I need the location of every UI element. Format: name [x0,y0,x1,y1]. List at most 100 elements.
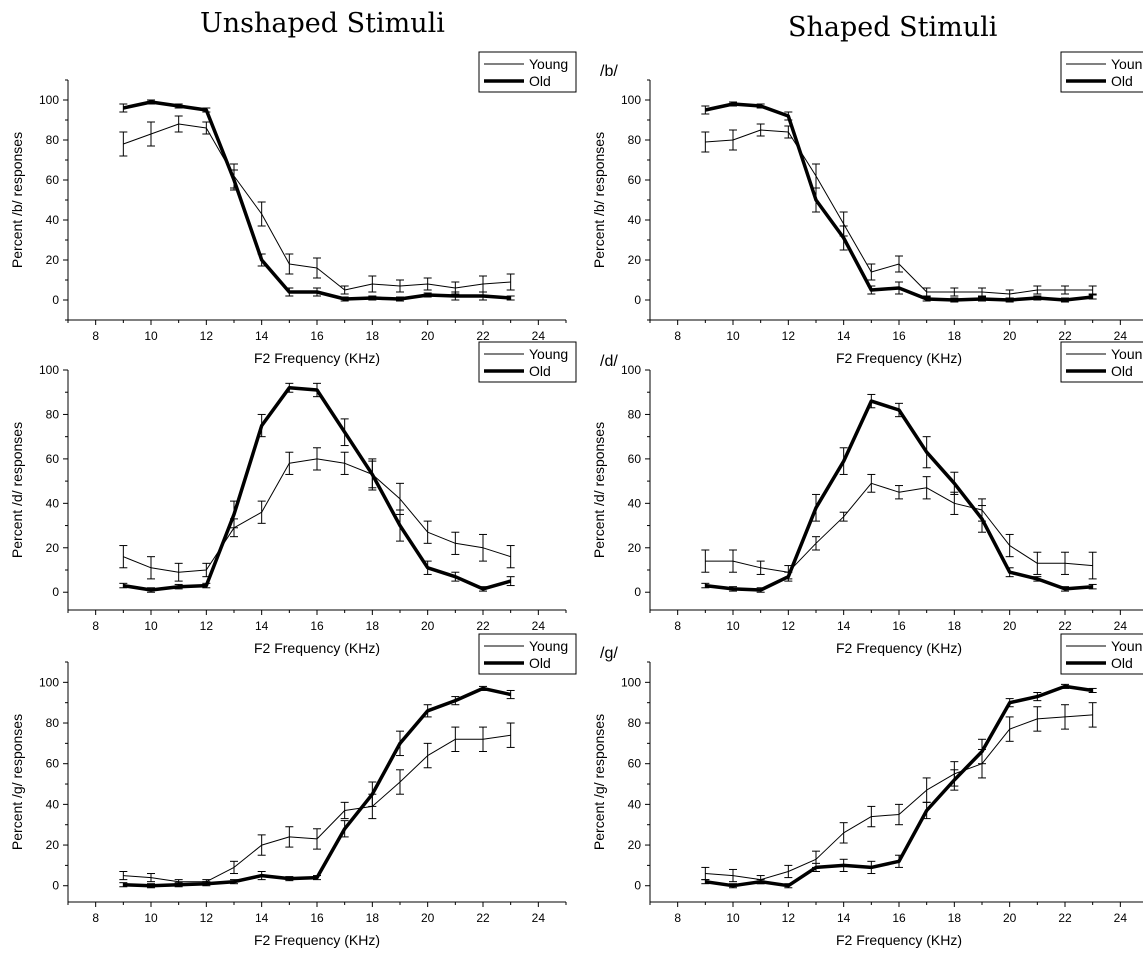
x-axis-title: F2 Frequency (KHz) [836,932,962,948]
y-axis-title: Percent /d/ responses [9,422,25,558]
x-tick-label: 20 [1003,911,1017,925]
x-axis-title: F2 Frequency (KHz) [254,640,380,656]
x-tick-label: 8 [92,329,99,343]
x-tick-label: 12 [200,619,214,633]
chart-panel-1: 8 10 12 14 16 18 20 22 24 0 20 40 60 80 100 F2 Frequenc… [9,341,577,656]
x-tick-label: 20 [421,911,435,925]
series-line-young [123,123,511,291]
x-tick-label: 22 [476,911,490,925]
x-tick-label: 22 [1058,911,1072,925]
y-tick-label: 40 [46,496,60,510]
y-tick-label: 80 [46,716,60,730]
x-tick-label: 24 [1114,329,1128,343]
series-line-old [123,686,512,888]
chart-panel-4: 8 10 12 14 16 18 20 22 24 0 20 40 60 80 100 F2 Frequenc… [591,341,1143,656]
x-axis-title: F2 Frequency (KHz) [254,350,380,366]
legend-label-young: Young [1111,638,1143,654]
series-line-young [705,482,1093,573]
y-tick-label: 100 [621,363,641,377]
series-line-old [123,386,512,592]
legend-label-old: Old [529,363,551,379]
series-old [119,382,515,593]
y-tick-label: 60 [628,173,642,187]
series-line-old [122,100,511,301]
x-tick-label: 12 [200,911,214,925]
x-tick-label: 22 [1058,329,1072,343]
y-tick-label: 40 [46,213,60,227]
series-young [701,123,1097,299]
x-tick-label: 14 [255,329,269,343]
y-tick-label: 0 [52,879,59,893]
series-old [701,393,1097,593]
x-tick-label: 10 [726,329,740,343]
x-tick-label: 10 [144,619,158,633]
y-tick-label: 0 [634,293,641,307]
legend-label-young: Young [529,56,568,72]
legend-label-young: Young [1111,56,1143,72]
series-old [701,683,1097,889]
series-old [119,685,515,889]
y-tick-label: 0 [634,879,641,893]
x-axis-title: F2 Frequency (KHz) [836,640,962,656]
series-line-young [705,714,1093,881]
x-tick-label: 14 [837,911,851,925]
y-tick-label: 20 [628,253,642,267]
chart-panel-2: 8 10 12 14 16 18 20 22 24 0 20 40 60 80 100 F2 Frequenc… [9,633,577,948]
x-tick-label: 10 [144,329,158,343]
series-young [119,722,515,885]
y-tick-label: 100 [39,93,59,107]
x-tick-label: 8 [92,911,99,925]
x-tick-label: 10 [726,911,740,925]
chart-panel-3: 8 10 12 14 16 18 20 22 24 0 20 40 60 80 100 F2 Frequenc… [591,51,1143,366]
x-tick-label: 20 [1003,619,1017,633]
series-line-young [123,734,511,883]
y-axis-title: Percent /b/ responses [9,132,25,268]
y-tick-label: 100 [39,363,59,377]
column-title-shaped: Shaped Stimuli [788,12,998,43]
x-tick-label: 8 [674,329,681,343]
column-title-unshaped: Unshaped Stimuli [200,8,445,39]
y-tick-label: 40 [628,213,642,227]
x-tick-label: 18 [366,911,380,925]
panel-label: /b/ [600,63,618,80]
x-tick-label: 22 [476,329,490,343]
legend-box [478,633,577,675]
x-tick-label: 18 [948,619,962,633]
y-tick-label: 100 [39,675,59,689]
x-tick-label: 16 [892,911,906,925]
x-tick-label: 18 [948,329,962,343]
legend-box [478,341,577,383]
x-tick-label: 24 [532,619,546,633]
legend-box [1060,633,1143,675]
y-tick-label: 0 [52,585,59,599]
series-young [701,702,1097,885]
legend-label-old: Old [1111,363,1133,379]
series-old [701,101,1097,303]
x-tick-label: 18 [366,329,380,343]
legend-label-old: Old [529,73,551,89]
x-tick-label: 10 [144,911,158,925]
series-young [701,473,1097,580]
x-tick-label: 20 [1003,329,1017,343]
y-axis-title: Percent /g/ responses [591,714,607,850]
y-tick-label: 0 [634,585,641,599]
x-tick-label: 10 [726,619,740,633]
x-tick-label: 8 [674,619,681,633]
x-tick-label: 24 [1114,619,1128,633]
chart-panel-5: 8 10 12 14 16 18 20 22 24 0 20 40 60 80 100 F2 Frequenc… [591,633,1143,948]
y-tick-label: 20 [46,838,60,852]
x-tick-label: 24 [532,329,546,343]
x-tick-label: 20 [421,329,435,343]
y-axis-title: Percent /b/ responses [591,132,607,268]
series-line-old [705,684,1093,888]
y-tick-label: 20 [46,253,60,267]
x-tick-label: 20 [421,619,435,633]
legend-box [478,51,577,93]
y-tick-label: 60 [628,452,642,466]
